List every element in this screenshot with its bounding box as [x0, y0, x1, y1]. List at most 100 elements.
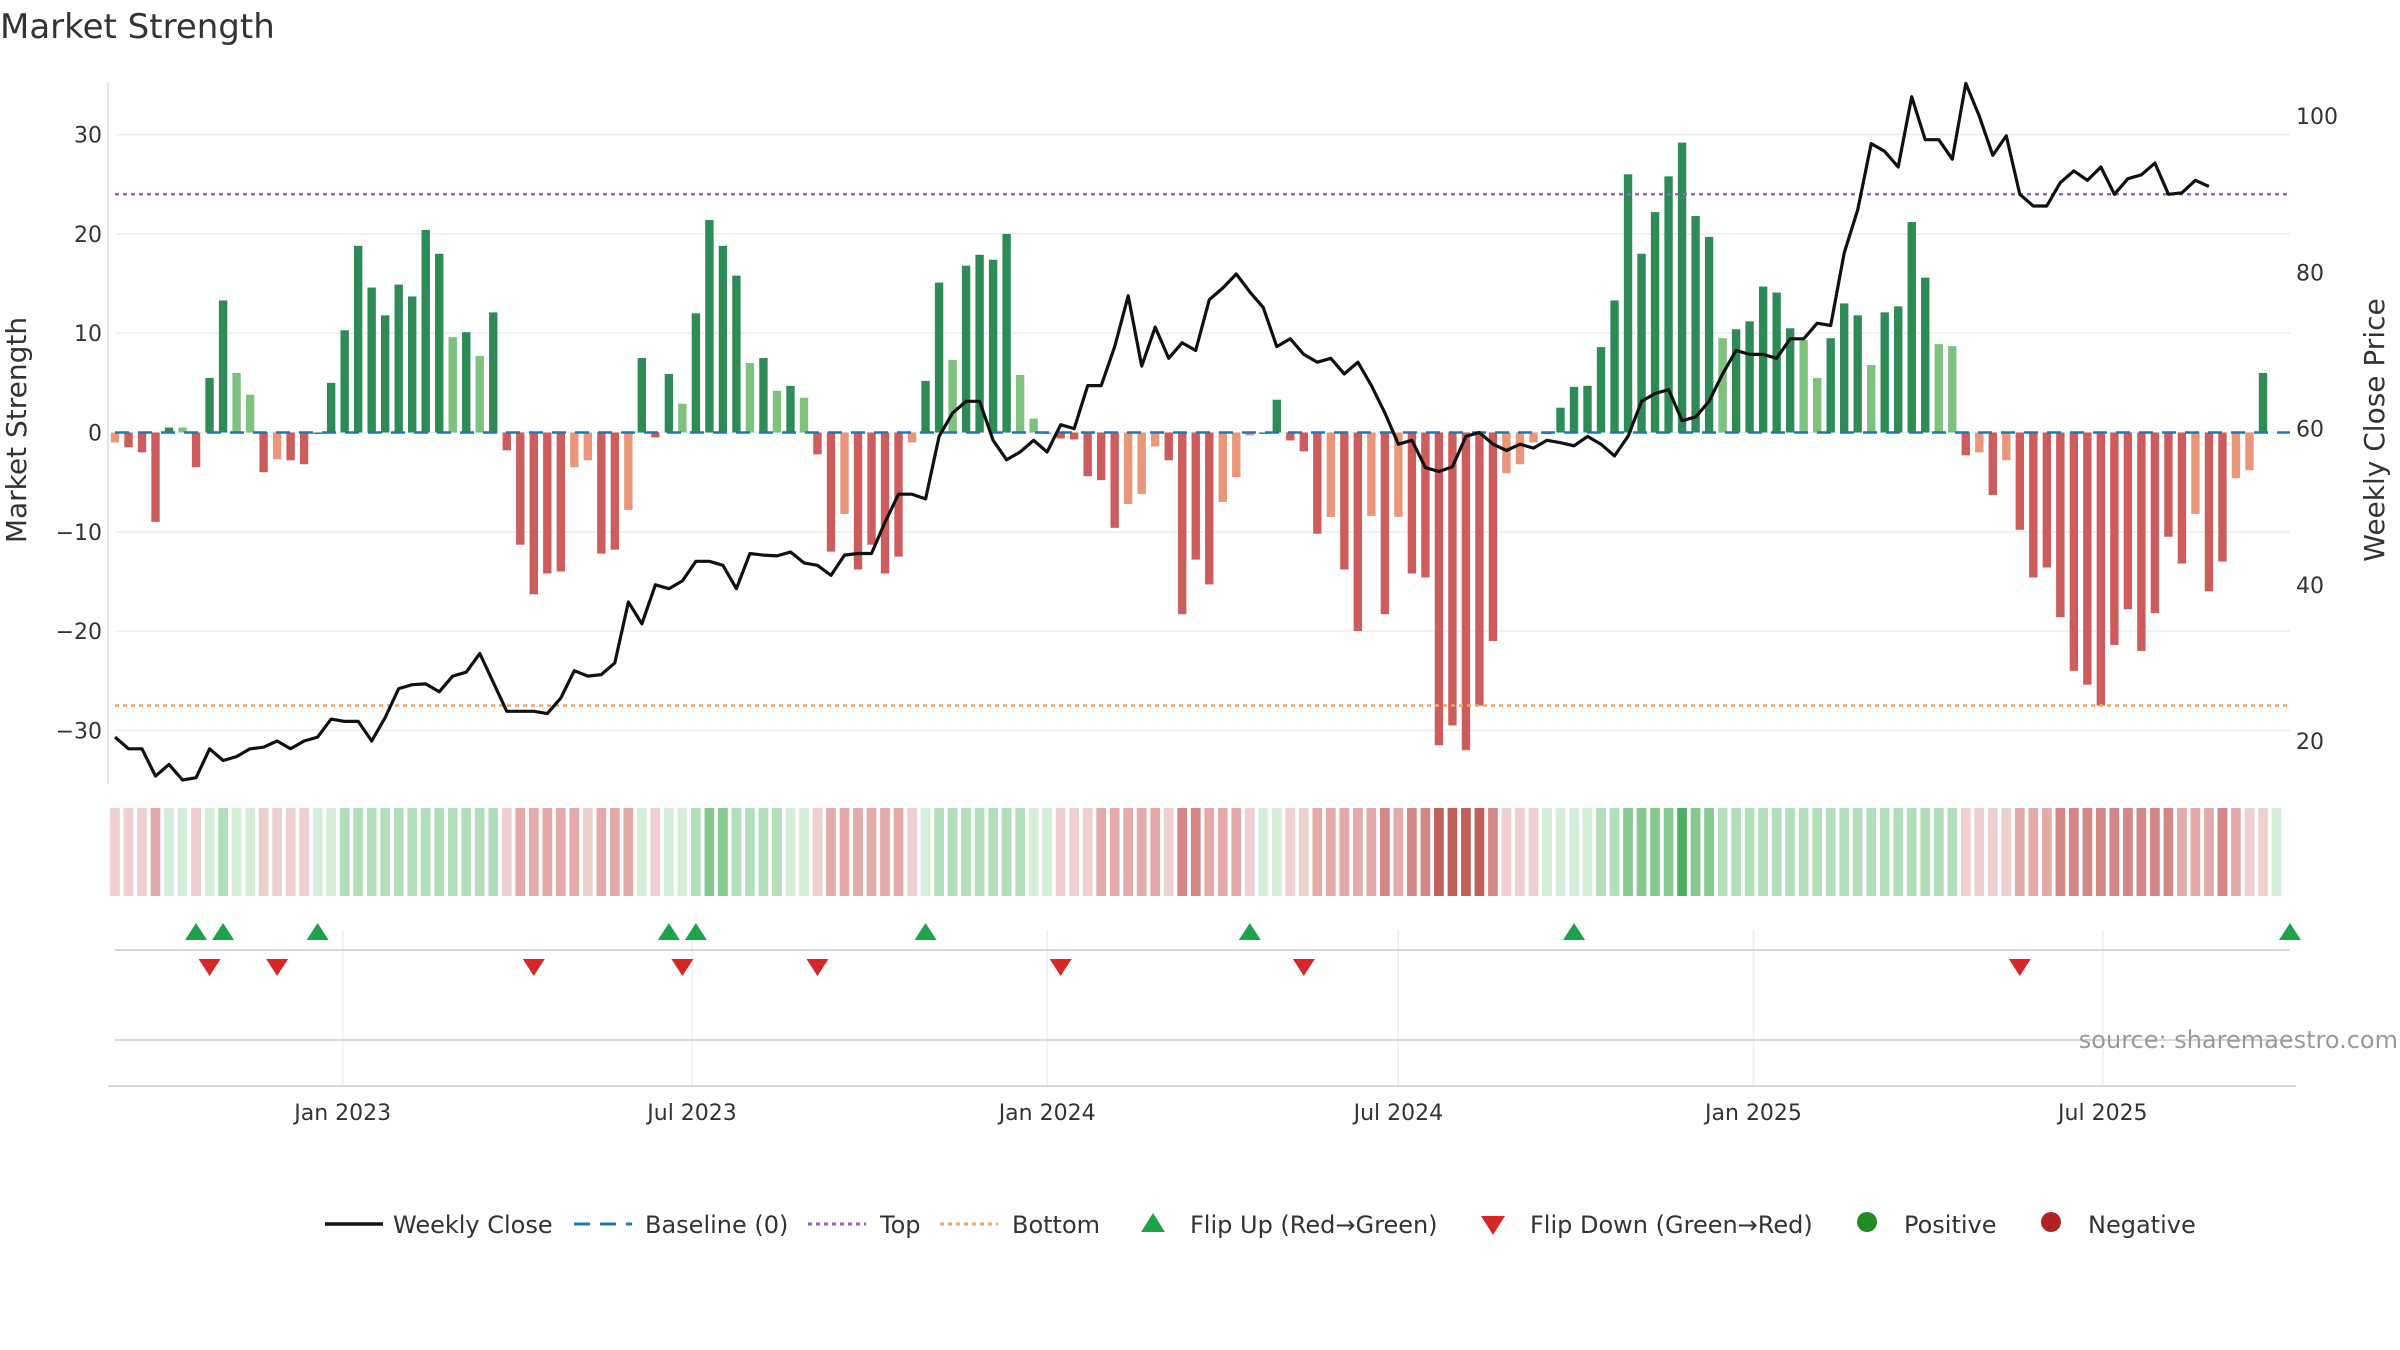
strength-bar: [1245, 432, 1254, 436]
state-cell: [1055, 808, 1066, 896]
state-cell: [1150, 808, 1161, 896]
state-cell: [1758, 808, 1768, 896]
strength-bar: [624, 432, 633, 510]
strength-bar: [1164, 432, 1173, 461]
state-cell: [474, 808, 485, 896]
strength-bar: [2056, 432, 2065, 618]
flip-up-marker: [2279, 923, 2301, 940]
strength-bar: [637, 358, 647, 433]
x-tick-label: Jul 2025: [2056, 1101, 2148, 1126]
state-cell: [231, 808, 242, 896]
flip-up-marker: [657, 923, 680, 940]
state-cell: [258, 808, 269, 896]
state-cell: [2001, 808, 2012, 896]
state-cell: [1420, 808, 1431, 896]
state-cell: [907, 808, 917, 896]
strength-bar: [1434, 432, 1444, 746]
state-cell: [718, 808, 728, 896]
state-cell: [1542, 808, 1552, 896]
legend-label: Flip Up (Red→Green): [1190, 1211, 1438, 1239]
state-cell: [1190, 808, 1201, 896]
state-cell: [555, 808, 566, 896]
strength-bar: [1232, 432, 1241, 478]
state-cell: [1879, 808, 1890, 896]
strength-bar: [1096, 432, 1106, 481]
state-cell: [2028, 808, 2039, 896]
state-cell: [866, 808, 877, 896]
strength-bar: [1286, 432, 1295, 441]
circle-icon: [1857, 1212, 1877, 1232]
strength-bar: [1313, 432, 1322, 534]
state-cell: [1001, 808, 1012, 896]
strength-bar: [2231, 432, 2241, 479]
strength-bar: [1448, 432, 1457, 726]
strength-bar: [1664, 176, 1673, 433]
state-cell: [1042, 808, 1053, 896]
strength-bar: [178, 427, 187, 433]
state-cell: [1285, 808, 1296, 896]
strength-bar: [272, 432, 282, 460]
state-cell: [1069, 808, 1080, 896]
state-cell: [826, 808, 836, 896]
strength-bar: [975, 254, 984, 433]
state-cell: [2163, 808, 2174, 896]
state-cell: [2177, 808, 2187, 896]
state-cell: [1163, 808, 1174, 896]
y-tick-label: 10: [74, 322, 102, 347]
state-cell: [542, 808, 553, 896]
strength-bar: [934, 282, 944, 433]
state-cell: [2068, 808, 2079, 896]
strength-bar: [164, 427, 174, 433]
strength-bar: [2191, 432, 2200, 514]
x-tick-label: Jan 2024: [997, 1101, 1096, 1126]
strength-bar: [2069, 432, 2079, 671]
state-cell: [1096, 808, 1107, 896]
strength-bar: [1015, 374, 1025, 433]
legend-label: Positive: [1904, 1211, 1997, 1239]
y2-tick-label: 40: [2296, 574, 2324, 599]
y-tick-label: −30: [56, 719, 102, 744]
strength-bar: [570, 432, 579, 468]
source-label: source: sharemaestro.com: [2079, 1026, 2398, 1054]
strength-bar: [556, 432, 565, 572]
strength-bar: [1394, 432, 1403, 517]
state-cell: [218, 808, 228, 896]
strength-bar: [326, 382, 336, 433]
strength-bar: [880, 432, 890, 574]
state-cell: [1393, 808, 1404, 896]
state-cell: [2271, 808, 2282, 896]
state-cell: [1447, 808, 1458, 896]
legend-item: Negative: [2041, 1211, 2196, 1239]
state-cell: [893, 808, 904, 896]
strength-bar: [813, 432, 822, 455]
state-cell: [1582, 808, 1593, 896]
state-cell: [204, 808, 215, 896]
strength-bar: [2083, 432, 2092, 685]
state-cell: [1609, 808, 1620, 896]
strength-bar: [853, 432, 863, 570]
state-cell: [1920, 808, 1931, 896]
strength-bar: [1340, 432, 1349, 570]
weekly-close-line: [113, 81, 2210, 782]
y2-tick-label: 100: [2296, 105, 2338, 130]
strength-bar: [2245, 432, 2254, 471]
state-cell: [1258, 808, 1269, 896]
strength-bar: [1272, 399, 1281, 433]
y-tick-label: 0: [88, 422, 102, 447]
state-cell: [1204, 808, 1215, 896]
strength-bar: [1056, 432, 1065, 439]
strength-bar: [408, 296, 417, 433]
strength-bar: [772, 390, 782, 433]
state-cell: [1812, 808, 1823, 896]
strength-bar: [435, 253, 444, 433]
strength-bar: [1515, 432, 1525, 465]
strength-bar: [1758, 286, 1768, 433]
strength-bar: [1975, 432, 1984, 453]
state-cell: [1704, 808, 1714, 896]
state-cell: [2014, 808, 2025, 896]
strength-bar: [1853, 315, 1862, 433]
strength-bar: [2204, 432, 2214, 592]
state-cell: [1177, 808, 1188, 896]
state-cell: [1771, 808, 1782, 896]
flip-down-marker: [1292, 959, 1315, 976]
